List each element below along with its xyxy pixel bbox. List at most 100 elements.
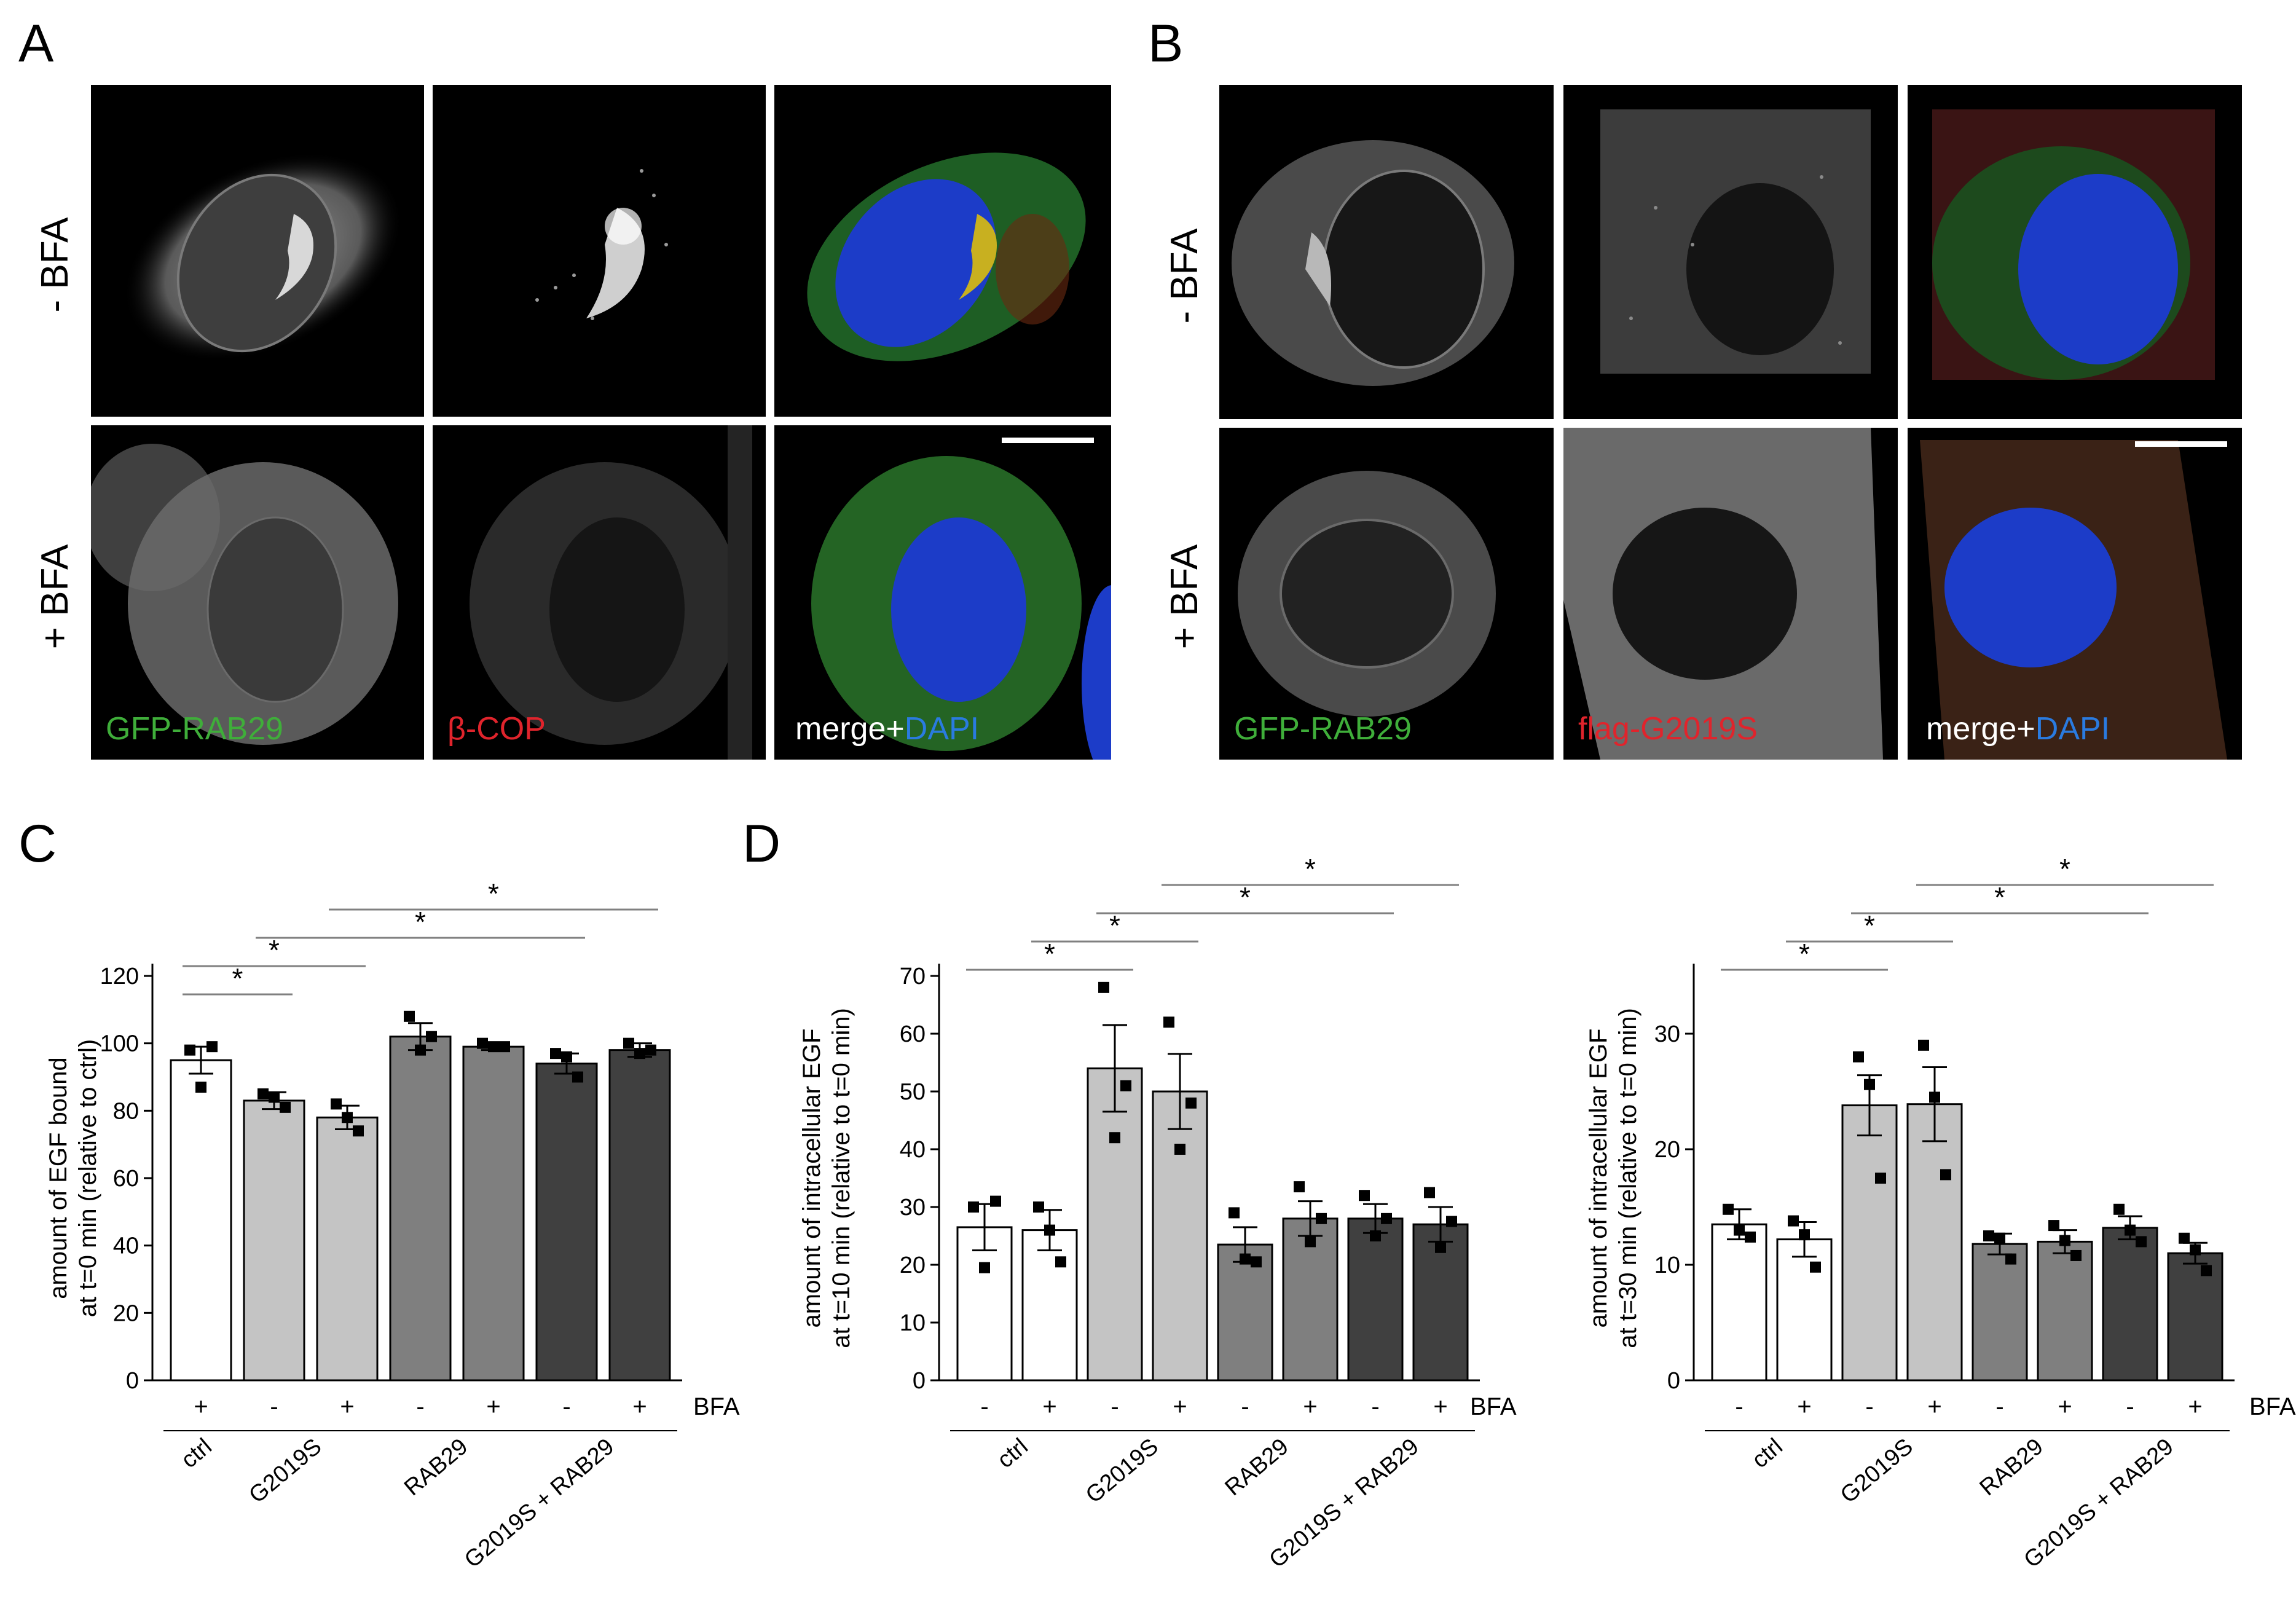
group-label: G2019S + RAB29: [460, 1434, 619, 1573]
data-point: [1864, 1079, 1875, 1090]
data-point: [1359, 1190, 1370, 1201]
y-tick-label: 10: [900, 1310, 926, 1336]
treatment-sign: -: [2126, 1393, 2134, 1420]
chart-c: 0 20 40 60 80 100 120 amount of EGF bound at t=0…: [0, 860, 750, 1620]
y-axis-label: at t=30 min (relative to t=0 min): [1614, 1008, 1641, 1348]
group-label: ctrl: [176, 1434, 217, 1474]
bar: [1217, 1243, 1273, 1382]
caption-dapi: DAPI: [904, 711, 980, 747]
treatment-sign: -: [980, 1393, 988, 1420]
group-label: G2019S: [244, 1434, 326, 1509]
bar: [316, 1116, 379, 1382]
data-point: [258, 1088, 269, 1099]
data-point: [1055, 1256, 1066, 1268]
caption-merge: merge+: [1926, 711, 2035, 747]
data-point: [184, 1044, 195, 1056]
data-point: [1424, 1187, 1435, 1198]
group-label: ctrl: [993, 1434, 1033, 1474]
bar: [1841, 1104, 1898, 1382]
data-point: [572, 1071, 583, 1083]
treatment-sign: +: [340, 1393, 354, 1420]
y-tick-label: 40: [113, 1233, 139, 1259]
bar: [2102, 1227, 2158, 1382]
treatment-sign: -: [1371, 1393, 1379, 1420]
micrograph-b-gfp-rab29-plus-bfa: [1219, 428, 1554, 760]
y-tick-label: 0: [913, 1368, 926, 1394]
y-tick-label: 50: [900, 1079, 926, 1105]
bar: [389, 1036, 452, 1382]
treatment-sign: +: [1797, 1393, 1811, 1420]
data-point: [2113, 1203, 2125, 1215]
micrograph-b-flag-g2019s-minus-bfa: [1563, 85, 1898, 419]
data-point: [488, 1041, 499, 1053]
treatment-sign: +: [1303, 1393, 1317, 1420]
data-point: [2125, 1224, 2136, 1236]
bar: [462, 1045, 525, 1382]
treatment-sign: -: [1111, 1393, 1119, 1420]
data-point: [1918, 1039, 1929, 1051]
treatment-sign: +: [1927, 1393, 1941, 1420]
significance-star: *: [1240, 881, 1251, 913]
treatment-label: BFA: [693, 1393, 740, 1420]
data-point: [1251, 1256, 1262, 1268]
bar: [1906, 1103, 1963, 1382]
cell-image-beta-cop: [535, 169, 668, 320]
y-tick-label: 0: [1667, 1368, 1680, 1394]
chart-d-10min-svg: 0 10 20 30 40 50 60 70 amount of intracellular E…: [798, 853, 1517, 1573]
y-tick-label: 60: [900, 1021, 926, 1047]
bar: [170, 1059, 232, 1382]
cell-image-gfp: [1232, 140, 1514, 386]
y-axis-label: at t=10 min (relative to t=0 min): [828, 1008, 855, 1348]
bar: [608, 1049, 671, 1382]
data-point: [1120, 1080, 1131, 1091]
data-point: [2190, 1244, 2201, 1256]
cell-image-merge: [1920, 440, 2227, 760]
caption-gfp-rab29: GFP-RAB29: [1234, 713, 1412, 745]
panel-letter-c: C: [18, 814, 57, 873]
data-point: [1109, 1132, 1120, 1144]
treatment-label: BFA: [2249, 1393, 2296, 1420]
caption-merge-dapi: merge+DAPI: [1926, 713, 2110, 745]
data-point: [623, 1037, 634, 1049]
caption-gfp-rab29: GFP-RAB29: [106, 713, 283, 745]
bar: [535, 1063, 598, 1382]
caption-dapi: DAPI: [2035, 711, 2110, 747]
data-point: [968, 1201, 979, 1213]
treatment-sign: -: [562, 1393, 570, 1420]
y-tick-label: 20: [113, 1300, 139, 1326]
micrograph-b-merge-minus-bfa: [1908, 85, 2242, 419]
data-point: [1381, 1213, 1392, 1224]
data-point: [1734, 1224, 1745, 1236]
caption-beta-cop: β-COP: [447, 713, 546, 745]
micrograph-b-flag-g2019s-plus-bfa: [1563, 428, 1898, 760]
micrograph-a-beta-cop-plus-bfa: [433, 425, 766, 760]
treatment-sign: +: [1173, 1393, 1187, 1420]
significance-star: *: [488, 878, 499, 910]
data-point: [2179, 1232, 2190, 1244]
treatment-sign: +: [1433, 1393, 1447, 1420]
data-point: [1044, 1224, 1055, 1236]
y-tick-label: 0: [126, 1368, 139, 1394]
data-point: [1929, 1091, 1940, 1103]
y-axis-label: at t=0 min (relative to ctrl): [74, 1039, 101, 1317]
micrograph-a-beta-cop-minus-bfa: [433, 85, 766, 417]
data-point: [990, 1195, 1001, 1207]
treatment-sign: -: [1241, 1393, 1249, 1420]
data-point: [1316, 1213, 1327, 1224]
cell-image-gfp: [1238, 471, 1496, 717]
group-label: G2019S: [1081, 1434, 1163, 1509]
y-tick-label: 80: [113, 1098, 139, 1124]
significance-star: *: [269, 934, 280, 966]
micrograph-b-merge-plus-bfa: [1908, 428, 2242, 760]
chart-d-30min-svg: 0 10 20 30 amount of intracellular EGF at t=3…: [1585, 853, 2296, 1573]
data-point: [634, 1048, 645, 1060]
bar: [243, 1099, 305, 1382]
caption-text: flag-G2019S: [1578, 711, 1758, 747]
bar: [1021, 1229, 1078, 1382]
data-point: [206, 1041, 218, 1053]
caption-text: GFP-RAB29: [106, 711, 283, 747]
data-point: [2136, 1236, 2147, 1248]
group-label: G2019S: [1836, 1434, 1918, 1509]
panel-a-row-label-plus-bfa: + BFA: [34, 544, 76, 650]
treatment-sign: -: [1735, 1393, 1743, 1420]
